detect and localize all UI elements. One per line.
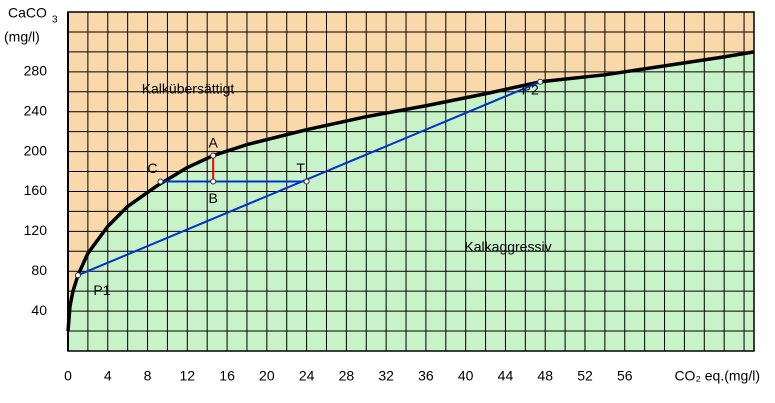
x-tick-label: 44 bbox=[498, 368, 514, 384]
x-tick-label: 8 bbox=[144, 368, 152, 384]
y-tick-label: 280 bbox=[24, 63, 48, 79]
region-label: Kalkaggressiv bbox=[464, 239, 551, 255]
y-tick-label: 120 bbox=[24, 222, 48, 238]
point bbox=[210, 178, 217, 185]
region-label: Kalkübersättigt bbox=[142, 81, 235, 97]
y-tick-label: 200 bbox=[24, 142, 48, 158]
x-tick-label: 32 bbox=[378, 368, 394, 384]
segment bbox=[77, 80, 541, 277]
x-tick-label: 56 bbox=[617, 368, 633, 384]
x-tick-label: 16 bbox=[219, 368, 235, 384]
point bbox=[210, 152, 217, 159]
point bbox=[74, 272, 81, 279]
x-axis-label: CO₂ eq.(mg/l) bbox=[674, 368, 760, 384]
x-tick-label: 0 bbox=[64, 368, 72, 384]
x-tick-label: 48 bbox=[537, 368, 553, 384]
point bbox=[537, 78, 544, 85]
y-tick-label: 240 bbox=[24, 102, 48, 118]
y-tick-label: 160 bbox=[24, 182, 48, 198]
x-tick-label: 24 bbox=[299, 368, 315, 384]
y-axis-label: CaCO bbox=[8, 5, 47, 21]
region-below bbox=[68, 51, 754, 351]
point-label: B bbox=[208, 190, 217, 206]
x-tick-label: 12 bbox=[180, 368, 196, 384]
point-label: C bbox=[147, 160, 157, 176]
point-label: P1 bbox=[93, 282, 110, 298]
x-tick-label: 40 bbox=[458, 368, 474, 384]
point bbox=[303, 178, 310, 185]
point-label: T bbox=[296, 160, 305, 176]
x-tick-label: 36 bbox=[418, 368, 434, 384]
y-tick-label: 80 bbox=[31, 262, 47, 278]
x-tick-label: 52 bbox=[577, 368, 593, 384]
y-axis-unit: (mg/l) bbox=[4, 29, 40, 45]
x-tick-label: 28 bbox=[339, 368, 355, 384]
y-axis-label-sub: 3 bbox=[52, 15, 58, 26]
curve bbox=[66, 50, 755, 332]
x-tick-label: 4 bbox=[104, 368, 112, 384]
point-label: A bbox=[208, 134, 218, 150]
x-tick-label: 20 bbox=[259, 368, 275, 384]
y-tick-label: 40 bbox=[31, 302, 47, 318]
point bbox=[157, 178, 164, 185]
point-label: P2 bbox=[522, 81, 539, 97]
